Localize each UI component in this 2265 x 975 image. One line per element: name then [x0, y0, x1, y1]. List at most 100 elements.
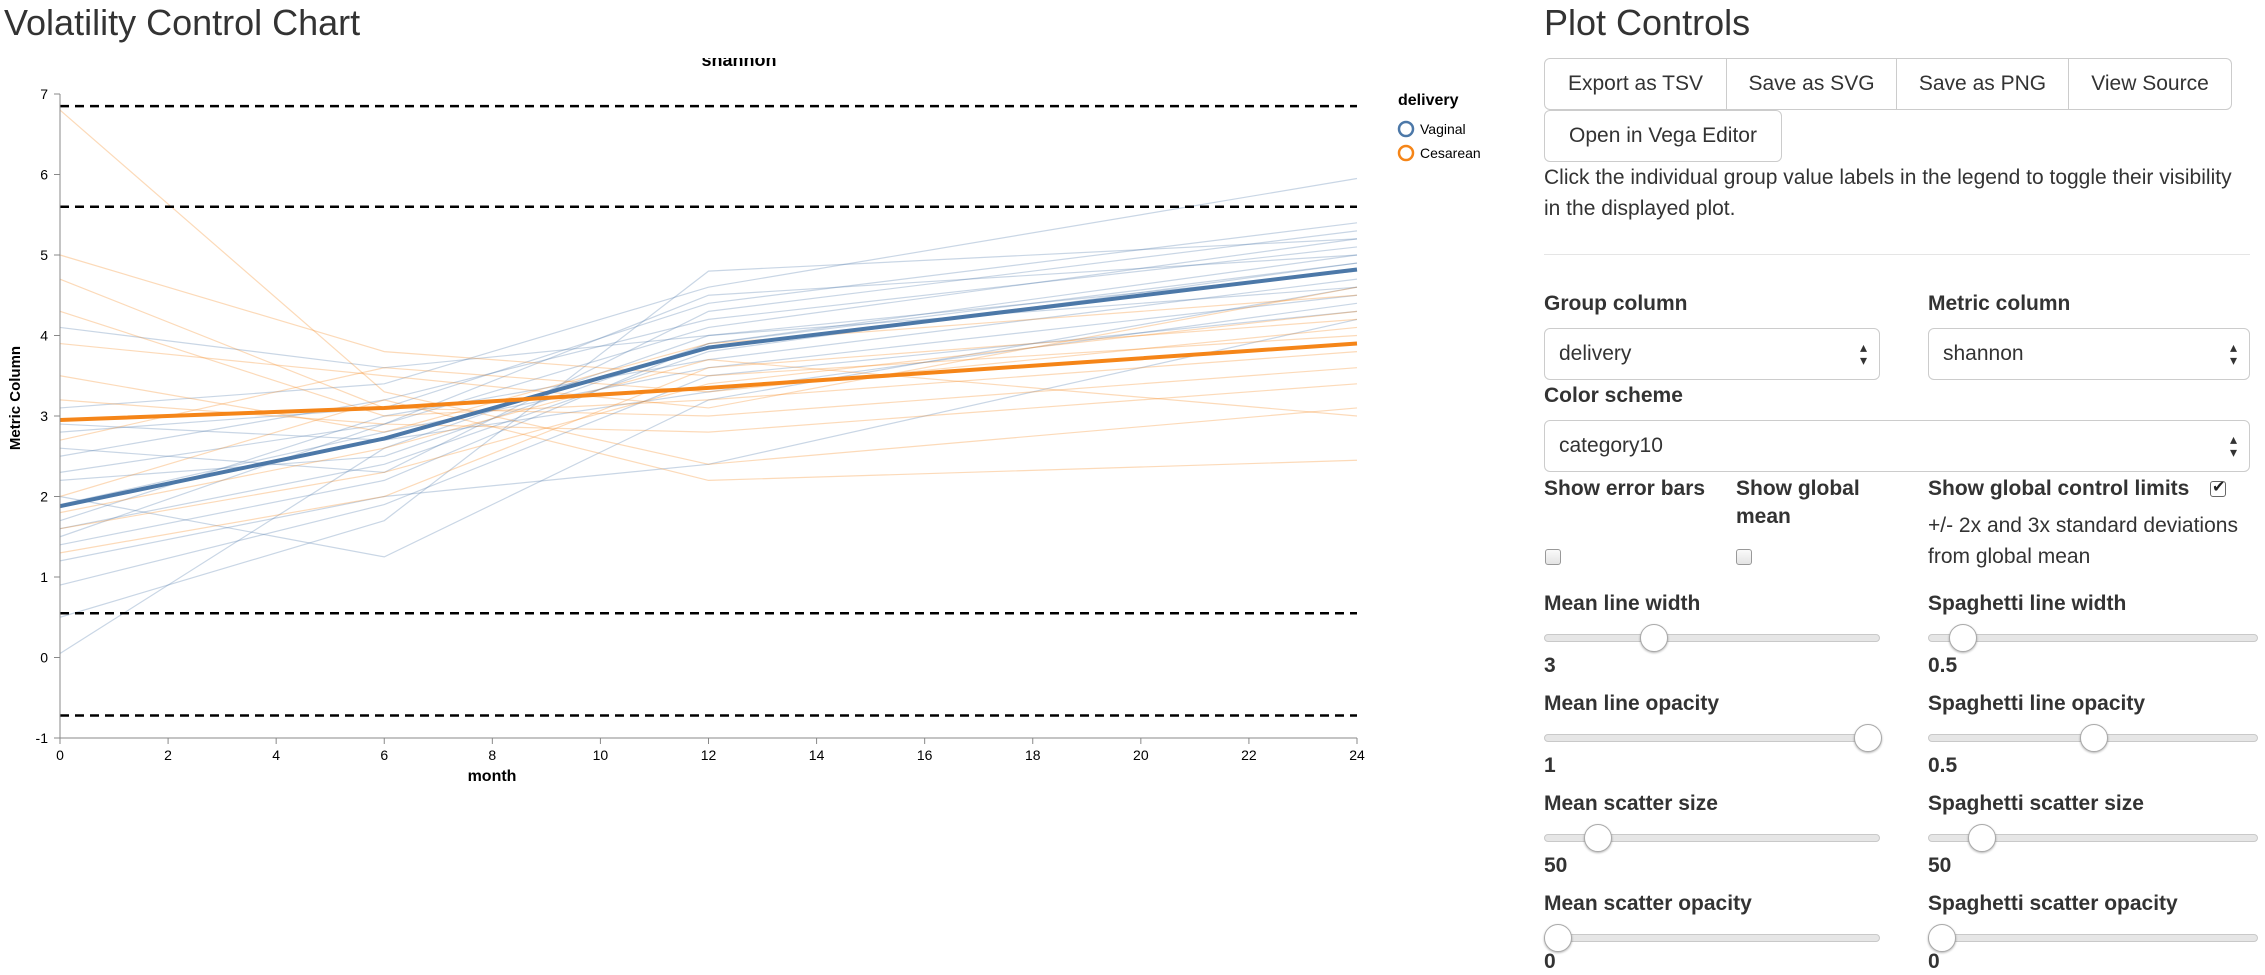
- mean-scatter-opacity-slider[interactable]: [1544, 924, 1880, 952]
- slider-handle[interactable]: [1584, 824, 1613, 852]
- mean-line-opacity-label: Mean line opacity: [1544, 692, 1720, 715]
- legend[interactable]: delivery Vaginal Cesarean: [1397, 92, 1481, 162]
- spaghetti-line-cesarean: [59, 278, 1358, 417]
- spaghetti-scatter-opacity-value: 0: [1928, 950, 1940, 973]
- y-axis-title: Metric Column: [7, 346, 24, 450]
- slider-track: [1544, 834, 1880, 842]
- save-png-button[interactable]: Save as PNG: [1897, 58, 2069, 110]
- group-column-label: Group column: [1544, 292, 1688, 315]
- mean-line-vaginal: [59, 267, 1358, 509]
- slider-handle[interactable]: [1640, 624, 1669, 652]
- spaghetti-line-opacity-slider[interactable]: [1928, 724, 2258, 752]
- slider-track: [1544, 934, 1880, 942]
- x-tick-label: 12: [701, 747, 717, 763]
- legend-vaginal-label[interactable]: Vaginal: [1420, 121, 1466, 137]
- spaghetti-line-vaginal: [59, 222, 1358, 433]
- select-arrows-icon: ▴ ▾: [1859, 339, 1867, 368]
- mean-scatter-opacity-value: 0: [1544, 950, 1556, 973]
- spaghetti-scatter-size-value: 50: [1928, 854, 1952, 877]
- spaghetti-line-cesarean: [59, 318, 1358, 554]
- x-tick-label: 8: [488, 747, 496, 763]
- show-control-limits-label: Show global control limits: [1928, 477, 2190, 500]
- mean-scatter-size-label: Mean scatter size: [1544, 792, 1718, 815]
- spaghetti-line-cesarean: [59, 294, 1358, 433]
- spaghetti-line-vaginal: [59, 246, 1358, 457]
- legend-vaginal-symbol[interactable]: [1397, 120, 1415, 138]
- open-vega-editor-button[interactable]: Open in Vega Editor: [1544, 110, 1782, 162]
- view-source-button[interactable]: View Source: [2069, 58, 2232, 110]
- mean-line-opacity-slider[interactable]: [1544, 724, 1882, 752]
- legend-cesarean-symbol[interactable]: [1397, 144, 1415, 162]
- y-tick-label: 6: [40, 167, 48, 183]
- metric-column-label: Metric column: [1928, 292, 2071, 315]
- y-tick-label: 0: [40, 650, 48, 666]
- slider-track: [1928, 634, 2258, 642]
- spaghetti-line-opacity-label: Spaghetti line opacity: [1928, 692, 2146, 715]
- controls-title: Plot Controls: [1544, 2, 1751, 43]
- metric-column-select[interactable]: shannon ▴ ▾: [1928, 328, 2250, 380]
- y-tick-label: -1: [36, 730, 49, 746]
- x-tick-label: 18: [1025, 747, 1041, 763]
- slider-track: [1544, 634, 1880, 642]
- slider-track: [1928, 834, 2258, 842]
- x-tick-label: 22: [1241, 747, 1257, 763]
- select-arrows-icon: ▴ ▾: [2229, 339, 2237, 368]
- spaghetti-line-vaginal: [59, 238, 1358, 473]
- legend-cesarean-label[interactable]: Cesarean: [1420, 145, 1481, 161]
- export-tsv-button[interactable]: Export as TSV: [1544, 58, 1727, 110]
- chart-title: shannon: [702, 58, 777, 70]
- mean-line-width-value: 3: [1544, 654, 1556, 677]
- show-control-limits-checkbox[interactable]: [2210, 477, 2226, 497]
- spaghetti-line-width-slider[interactable]: [1928, 624, 2258, 652]
- color-scheme-select[interactable]: category10 ▴ ▾: [1544, 420, 2250, 472]
- spaghetti-scatter-opacity-label: Spaghetti scatter opacity: [1928, 892, 2178, 915]
- spaghetti-scatter-size-slider[interactable]: [1928, 824, 2258, 852]
- spaghetti-line-opacity-value: 0.5: [1928, 754, 1958, 777]
- x-tick-label: 20: [1133, 747, 1149, 763]
- y-tick-label: 3: [40, 408, 48, 424]
- spaghetti-line-cesarean: [59, 310, 1358, 530]
- spaghetti-line-cesarean: [59, 254, 1358, 377]
- show-error-bars-checkbox[interactable]: [1545, 549, 1561, 565]
- mean-scatter-size-value: 50: [1544, 854, 1568, 877]
- spaghetti-line-vaginal: [59, 294, 1358, 506]
- x-tick-label: 24: [1349, 747, 1365, 763]
- slider-handle[interactable]: [1544, 924, 1572, 952]
- spaghetti-line-width-value: 0.5: [1928, 654, 1958, 677]
- slider-handle[interactable]: [1854, 724, 1882, 752]
- slider-handle[interactable]: [1967, 824, 1996, 852]
- spaghetti-line-vaginal: [59, 310, 1358, 586]
- select-arrows-icon: ▴ ▾: [2229, 431, 2237, 460]
- legend-help-text: Click the individual group value labels …: [1544, 166, 2232, 220]
- mean-line-width-slider[interactable]: [1544, 624, 1880, 652]
- show-global-mean-label: Show global mean: [1736, 477, 1860, 528]
- spaghetti-line-cesarean: [59, 310, 1358, 417]
- mean-scatter-size-slider[interactable]: [1544, 824, 1880, 852]
- x-tick-label: 0: [56, 747, 64, 763]
- show-error-bars-label: Show error bars: [1544, 477, 1706, 500]
- group-column-select[interactable]: delivery ▴ ▾: [1544, 328, 1880, 380]
- spaghetti-line-vaginal: [59, 302, 1358, 441]
- spaghetti-line-vaginal: [59, 254, 1358, 546]
- save-svg-button[interactable]: Save as SVG: [1727, 58, 1897, 110]
- x-axis-title: month: [468, 768, 517, 785]
- divider: [1544, 254, 2250, 255]
- show-global-mean-checkbox[interactable]: [1736, 549, 1752, 565]
- color-scheme-value: category10: [1559, 434, 1663, 457]
- spaghetti-scatter-size-label: Spaghetti scatter size: [1928, 792, 2144, 815]
- spaghetti-line-vaginal: [59, 278, 1358, 522]
- mean-line-cesarean: [59, 341, 1358, 423]
- spaghetti-line-cesarean: [59, 109, 1358, 465]
- group-column-value: delivery: [1559, 342, 1632, 365]
- slider-handle[interactable]: [1949, 624, 1978, 652]
- slider-handle[interactable]: [1928, 924, 1956, 952]
- spaghetti-line-vaginal: [59, 286, 1358, 369]
- spaghetti-line-vaginal: [59, 262, 1358, 481]
- spaghetti-line-width-label: Spaghetti line width: [1928, 592, 2127, 615]
- spaghetti-line-vaginal: [59, 318, 1358, 562]
- y-tick-label: 5: [40, 247, 48, 263]
- metric-column-value: shannon: [1943, 342, 2024, 365]
- spaghetti-line-cesarean: [59, 326, 1358, 441]
- spaghetti-scatter-opacity-slider[interactable]: [1928, 924, 2258, 952]
- slider-handle[interactable]: [2080, 724, 2108, 752]
